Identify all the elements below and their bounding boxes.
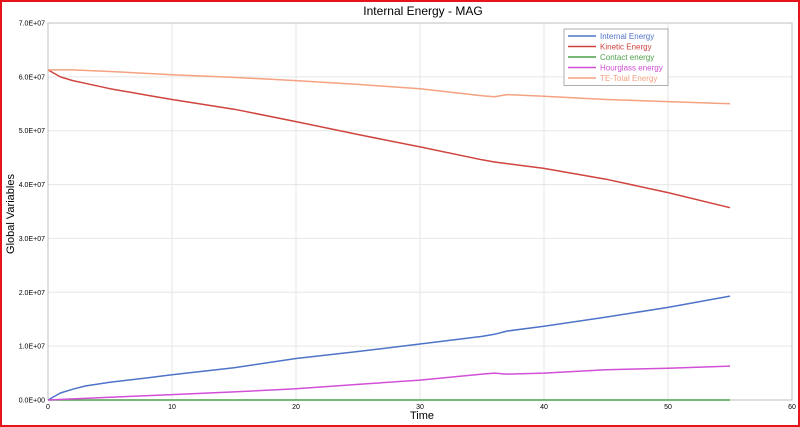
y-tick-label: 2.0E+07 <box>19 290 45 297</box>
series-line-kinetic-energy <box>47 69 731 209</box>
y-tick-label: 4.0E+07 <box>19 182 45 189</box>
y-tick-label: 0.0E+00 <box>19 398 45 405</box>
x-tick-label: 10 <box>168 404 176 411</box>
y-tick-label: 6.0E+07 <box>19 74 45 81</box>
x-tick-label: 20 <box>292 404 300 411</box>
y-tick-label: 1.0E+07 <box>19 344 45 351</box>
x-tick-label: 0 <box>46 404 50 411</box>
series-line-hourglass-energy <box>47 365 731 401</box>
legend-box <box>563 28 669 86</box>
x-tick-label: 40 <box>540 404 548 411</box>
y-axis-label: Global Variables <box>5 174 17 254</box>
series-line-te-total-energy <box>48 69 731 105</box>
legend-label: TE-Total Energy <box>600 74 657 83</box>
axis-ticks: 0 10 20 30 40 50 60 0.0E+00 1.0E+07 2.0E+07 3.0E+0… <box>19 21 796 412</box>
x-tick-label: 60 <box>788 404 796 411</box>
chart-title: Internal Energy - MAG <box>363 4 482 18</box>
legend-label: Contact energy <box>600 53 654 62</box>
y-tick-label: 3.0E+07 <box>19 236 45 243</box>
y-tick-label: 5.0E+07 <box>19 128 45 135</box>
x-tick-label: 50 <box>664 404 672 411</box>
legend-label: Internal Energy <box>600 32 654 41</box>
x-tick-label: 30 <box>416 404 424 411</box>
x-axis-label: Time <box>410 410 434 422</box>
legend-label: Kinetic Energy <box>600 43 652 52</box>
series-lines <box>47 69 731 401</box>
series-line-internal-energy <box>47 295 731 401</box>
legend-label: Hourglass energy <box>600 64 663 73</box>
y-tick-label: 7.0E+07 <box>19 21 45 28</box>
